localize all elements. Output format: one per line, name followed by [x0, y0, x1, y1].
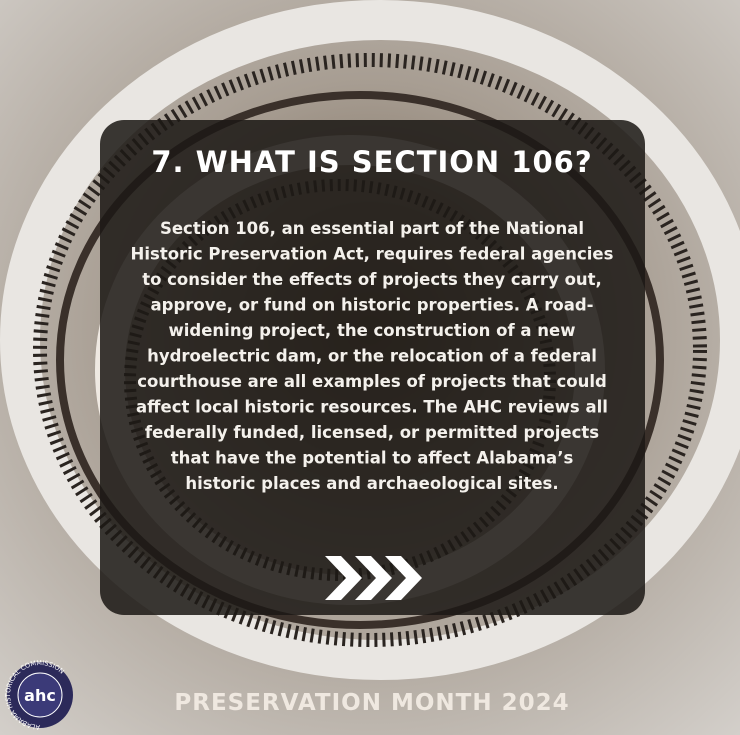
body-line: approve, or fund on historic properties.… — [151, 296, 594, 315]
body-line: hydroelectric dam, or the relocation of … — [147, 347, 597, 366]
body-line: historic places and archaeological sites… — [185, 474, 558, 493]
logo-text: ahc — [24, 686, 56, 705]
body-line: that have the potential to affect Alabam… — [171, 449, 574, 468]
body-line: Historic Preservation Act, requires fede… — [131, 245, 614, 264]
body-line: affect local historic resources. The AHC… — [136, 398, 608, 417]
body-text: Section 106, an essential part of the Na… — [131, 219, 614, 493]
body-line: federally funded, licensed, or permitted… — [145, 423, 599, 442]
body-line: to consider the effects of projects they… — [142, 270, 602, 289]
card — [100, 120, 645, 615]
graphic: 7. WHAT IS SECTION 106? Section 106, an … — [0, 0, 740, 735]
body-line: Section 106, an essential part of the Na… — [160, 219, 584, 238]
body-line: widening project, the construction of a … — [169, 321, 576, 340]
footer: PRESERVATION MONTH 2024 — [174, 690, 569, 716]
body-line: courthouse are all examples of projects … — [137, 372, 607, 391]
title: 7. WHAT IS SECTION 106? — [151, 145, 592, 179]
